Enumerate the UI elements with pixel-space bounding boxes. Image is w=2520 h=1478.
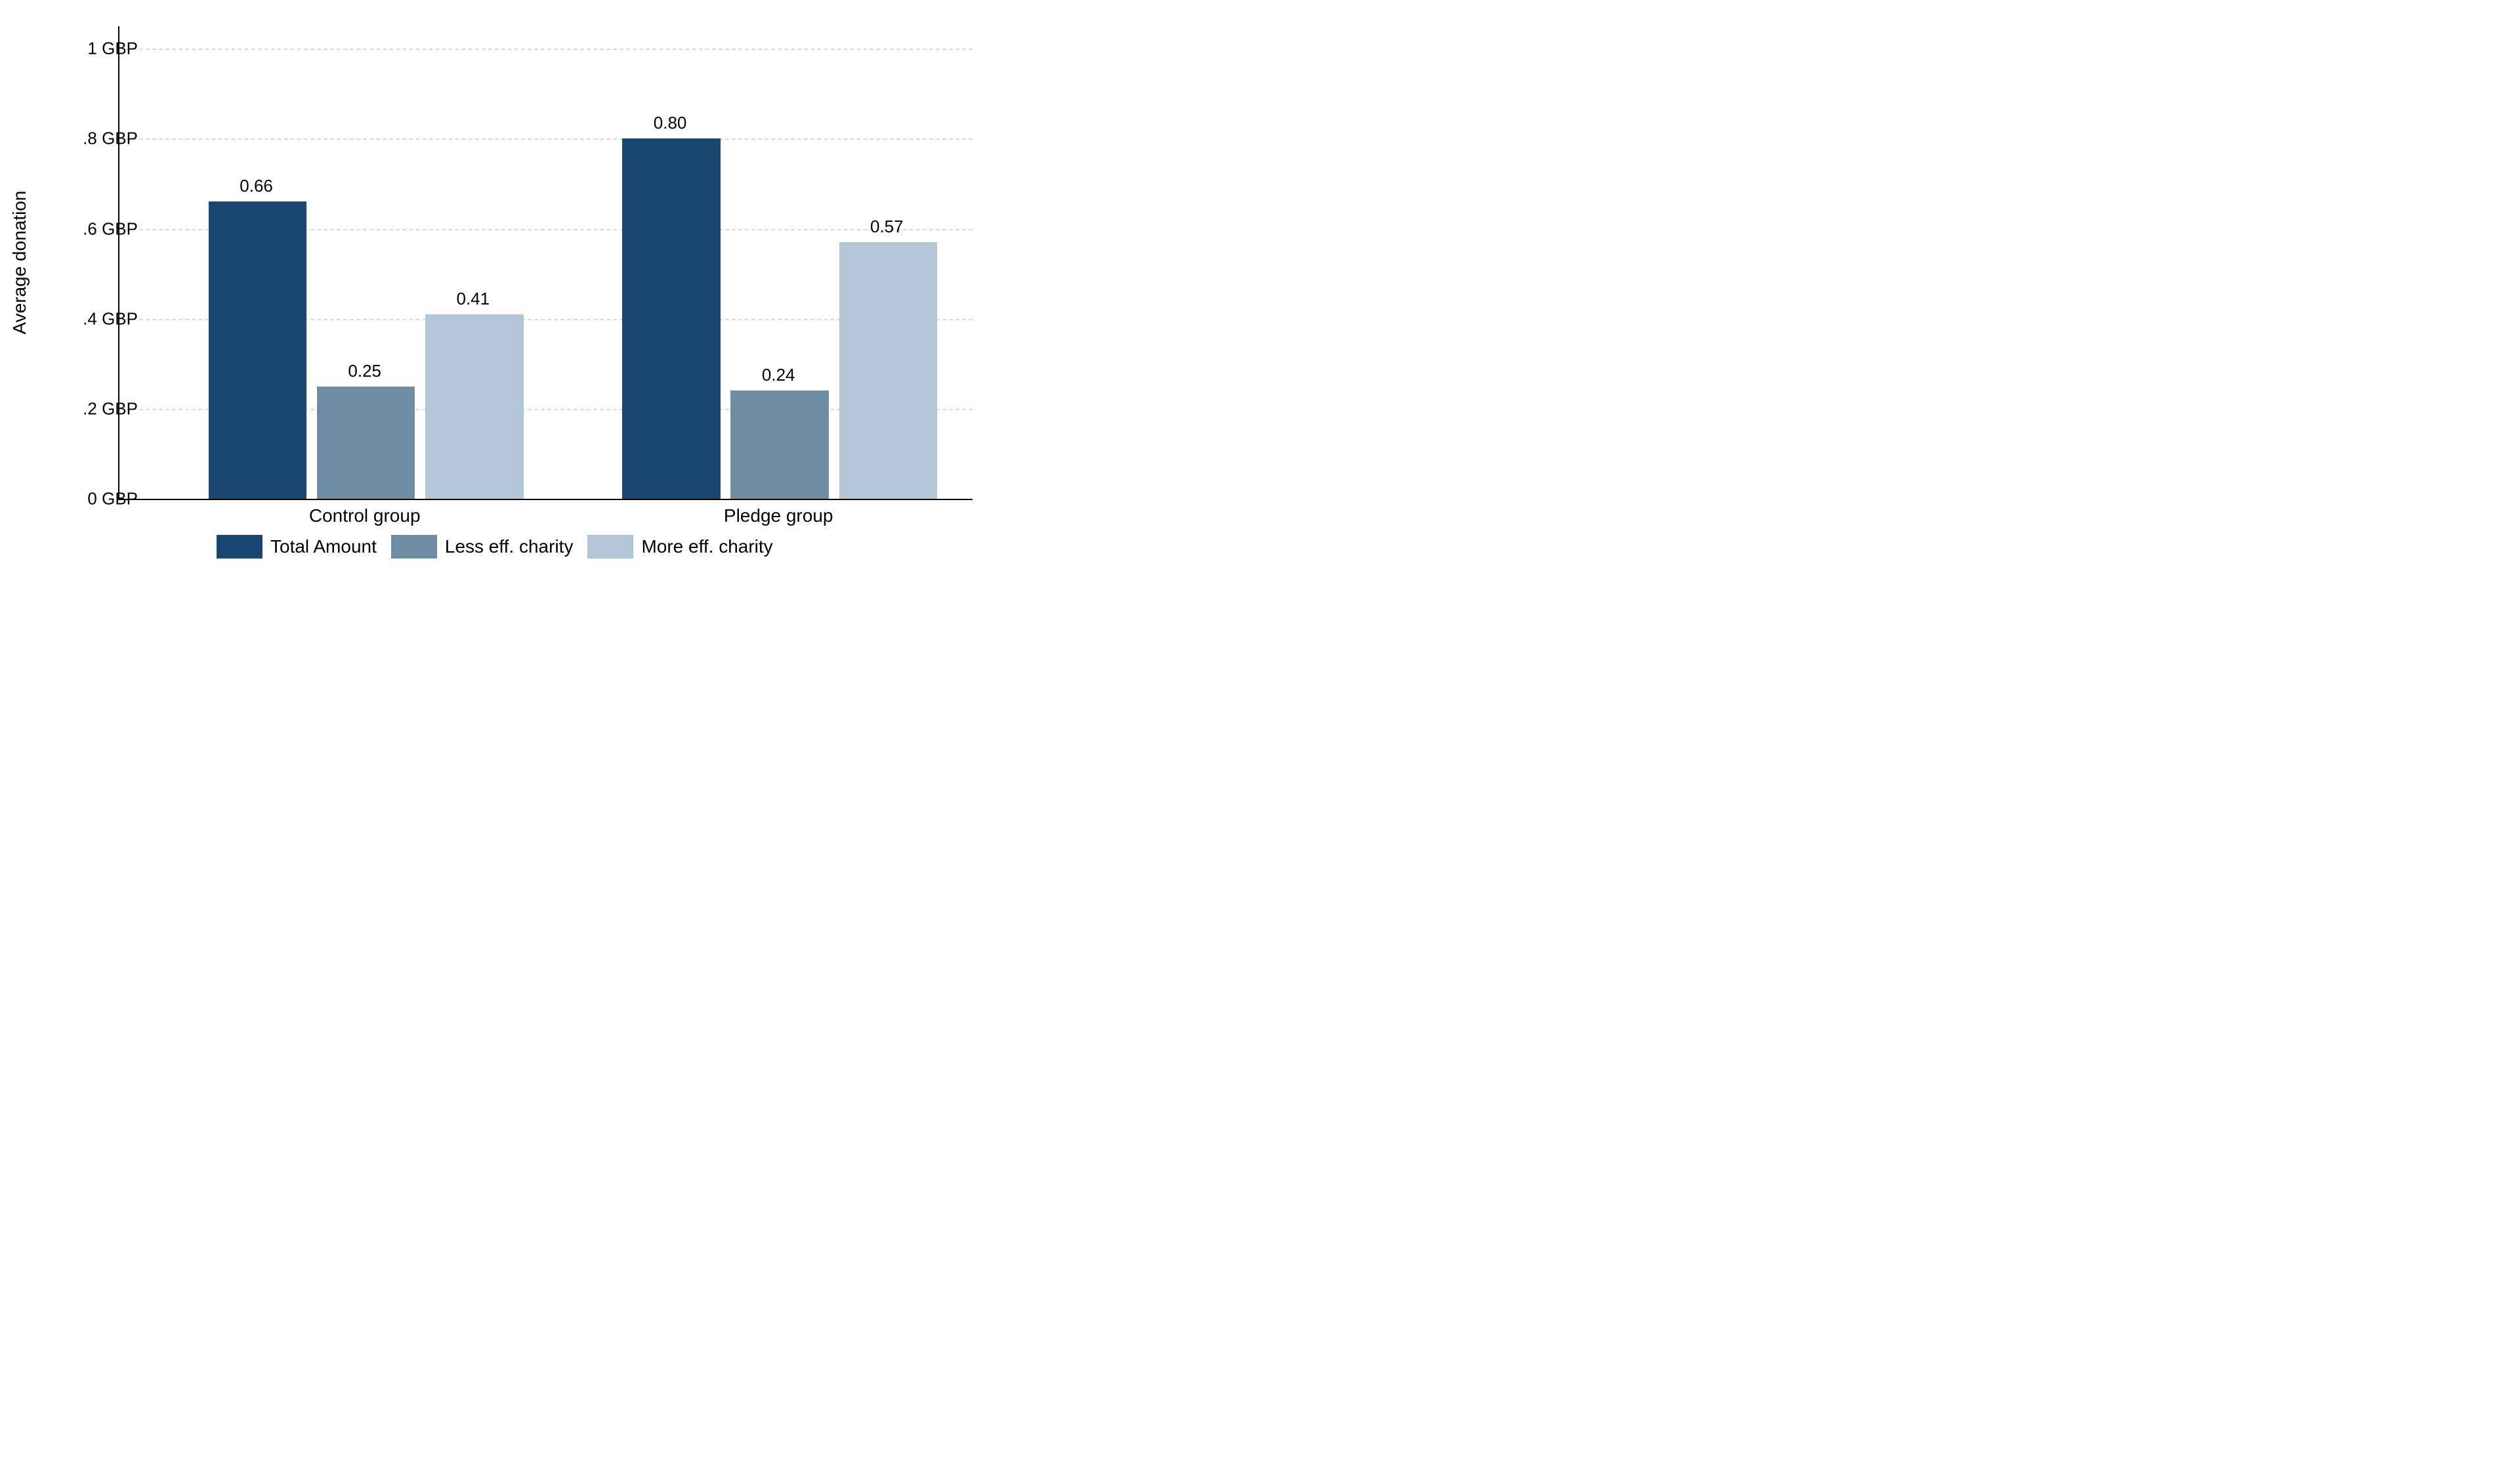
bar-value-label: 0.57 <box>870 217 904 237</box>
bar-value-label: 0.80 <box>654 113 687 133</box>
y-tick-label: .8 GBP <box>83 129 138 149</box>
bar <box>730 391 829 499</box>
legend-swatch <box>587 535 633 559</box>
legend: Total Amount Less eff. charity More eff. c… <box>217 535 773 559</box>
legend-item: Total Amount <box>217 535 377 559</box>
bar <box>317 387 415 499</box>
group-label: Pledge group <box>724 505 833 526</box>
y-tick-label: .2 GBP <box>83 398 138 419</box>
gridline <box>119 138 973 140</box>
bar-value-label: 0.66 <box>240 176 273 196</box>
bar <box>622 138 721 499</box>
y-tick-label: .4 GBP <box>83 308 138 329</box>
group-label: Control group <box>309 505 421 526</box>
plot-area <box>118 26 973 500</box>
legend-item: More eff. charity <box>587 535 772 559</box>
legend-swatch <box>391 535 437 559</box>
bar <box>209 201 307 499</box>
legend-label: Total Amount <box>270 536 377 557</box>
y-axis-label: Average donation <box>9 191 30 335</box>
bar <box>839 242 938 499</box>
legend-label: Less eff. charity <box>445 536 574 557</box>
bar-value-label: 0.25 <box>348 361 381 381</box>
bar-value-label: 0.41 <box>456 289 490 309</box>
legend-swatch <box>217 535 262 559</box>
legend-label: More eff. charity <box>641 536 772 557</box>
y-tick-label: .6 GBP <box>83 219 138 239</box>
y-tick-label: 1 GBP <box>87 39 138 59</box>
gridline <box>119 49 973 50</box>
legend-item: Less eff. charity <box>391 535 574 559</box>
bar <box>425 314 524 499</box>
donation-chart: Average donation Total Amount Less eff. c… <box>0 0 998 591</box>
y-tick-label: 0 GBP <box>87 489 138 509</box>
bar-value-label: 0.24 <box>762 365 795 385</box>
